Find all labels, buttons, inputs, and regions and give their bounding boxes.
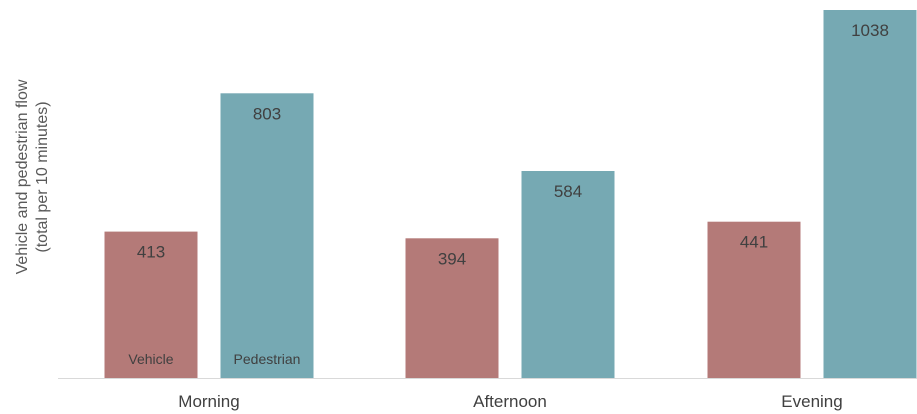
value-label-afternoon-vehicle: 394 — [438, 249, 466, 268]
bar-evening-pedestrian — [823, 10, 917, 378]
x-tick-labels-group: Morning Afternoon Evening — [178, 392, 842, 411]
series-label-pedestrian: Pedestrian — [234, 351, 301, 367]
x-tick-label-morning: Morning — [178, 392, 239, 411]
bar-morning-vehicle — [104, 231, 198, 378]
value-label-morning-pedestrian: 803 — [253, 104, 281, 123]
bar-morning-pedestrian — [220, 93, 314, 379]
value-label-evening-pedestrian: 1038 — [851, 21, 889, 40]
y-axis-title-line-1: Vehicle and pedestrian flow — [14, 79, 31, 274]
bar-afternoon-vehicle — [405, 238, 499, 378]
value-label-evening-vehicle: 441 — [740, 233, 768, 252]
value-label-afternoon-pedestrian: 584 — [554, 182, 582, 201]
y-axis-title: Vehicle and pedestrian flow (total per 1… — [14, 79, 51, 274]
x-tick-label-afternoon: Afternoon — [473, 392, 547, 411]
bars-group — [104, 10, 917, 379]
y-axis-title-line-2: (total per 10 minutes) — [34, 101, 51, 252]
value-labels-group: 413 803 394 584 441 1038 — [137, 21, 889, 268]
bar-afternoon-pedestrian — [521, 171, 615, 378]
series-labels-group: Vehicle Pedestrian — [128, 351, 300, 367]
value-label-morning-vehicle: 413 — [137, 243, 165, 262]
series-label-vehicle: Vehicle — [128, 351, 173, 367]
bar-evening-vehicle — [707, 221, 801, 378]
x-tick-label-evening: Evening — [781, 392, 842, 411]
